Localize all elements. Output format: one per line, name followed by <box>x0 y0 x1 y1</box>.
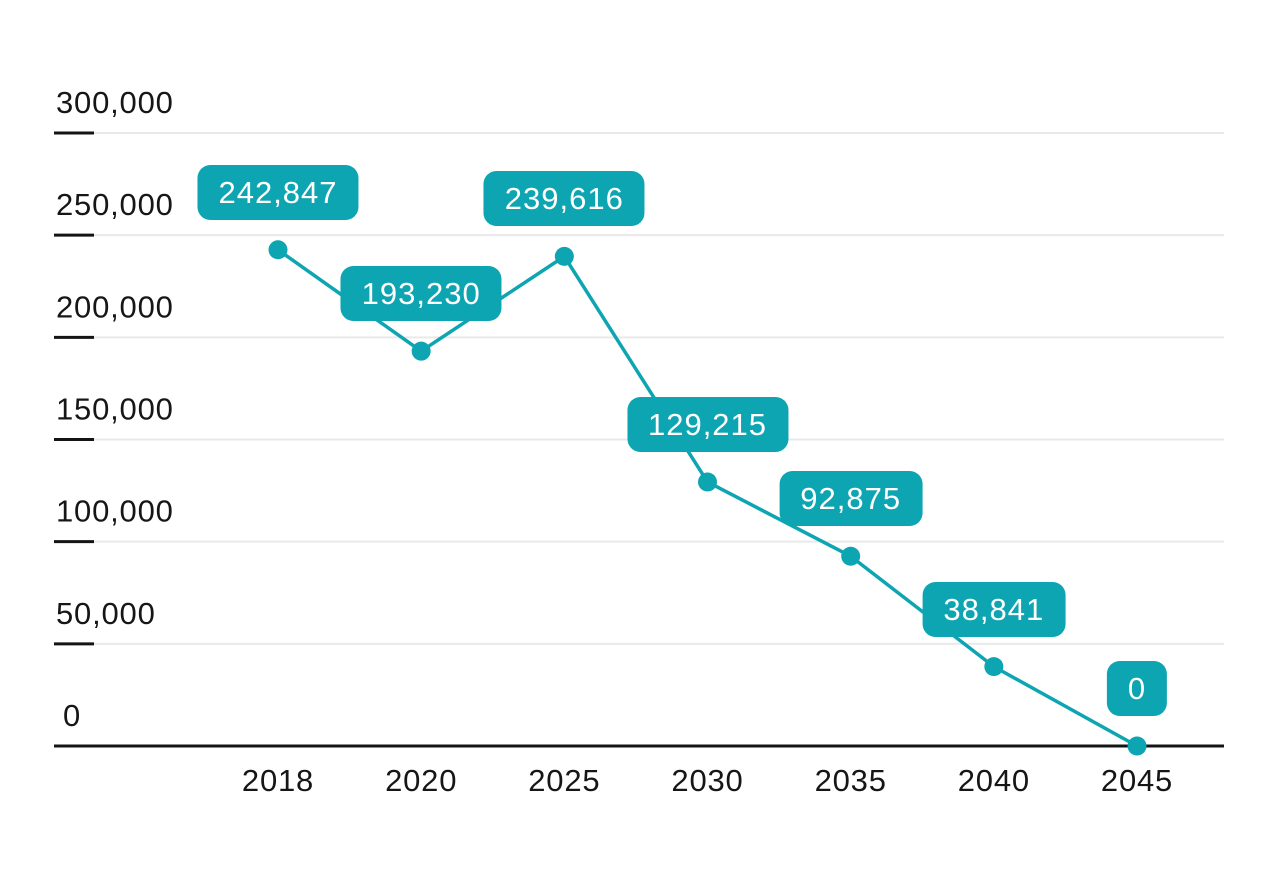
y-tick-label: 200,000 <box>56 289 174 324</box>
y-tick-label: 100,000 <box>56 494 174 529</box>
data-series-line <box>276 248 1139 748</box>
data-point-marker <box>698 472 718 492</box>
y-tick-label: 250,000 <box>56 187 174 222</box>
x-tick-label: 2030 <box>671 763 743 798</box>
y-tick-label: 300,000 <box>56 85 174 120</box>
x-tick-label: 2020 <box>385 763 457 798</box>
x-tick-label: 2045 <box>1101 763 1173 798</box>
y-tick-label: 150,000 <box>56 392 174 427</box>
y-tick-label: 50,000 <box>56 596 156 631</box>
data-point-marker <box>841 546 861 566</box>
x-tick-label: 2018 <box>242 763 314 798</box>
x-tick-label: 2040 <box>958 763 1030 798</box>
data-point-marker <box>411 341 431 361</box>
data-point-marker <box>268 240 288 260</box>
data-point-marker <box>554 246 574 266</box>
data-point-marker <box>984 657 1004 677</box>
x-tick-label: 2025 <box>528 763 600 798</box>
x-tick-label: 2035 <box>815 763 887 798</box>
y-tick-label: 0 <box>63 698 81 733</box>
data-point-marker <box>1127 736 1147 756</box>
